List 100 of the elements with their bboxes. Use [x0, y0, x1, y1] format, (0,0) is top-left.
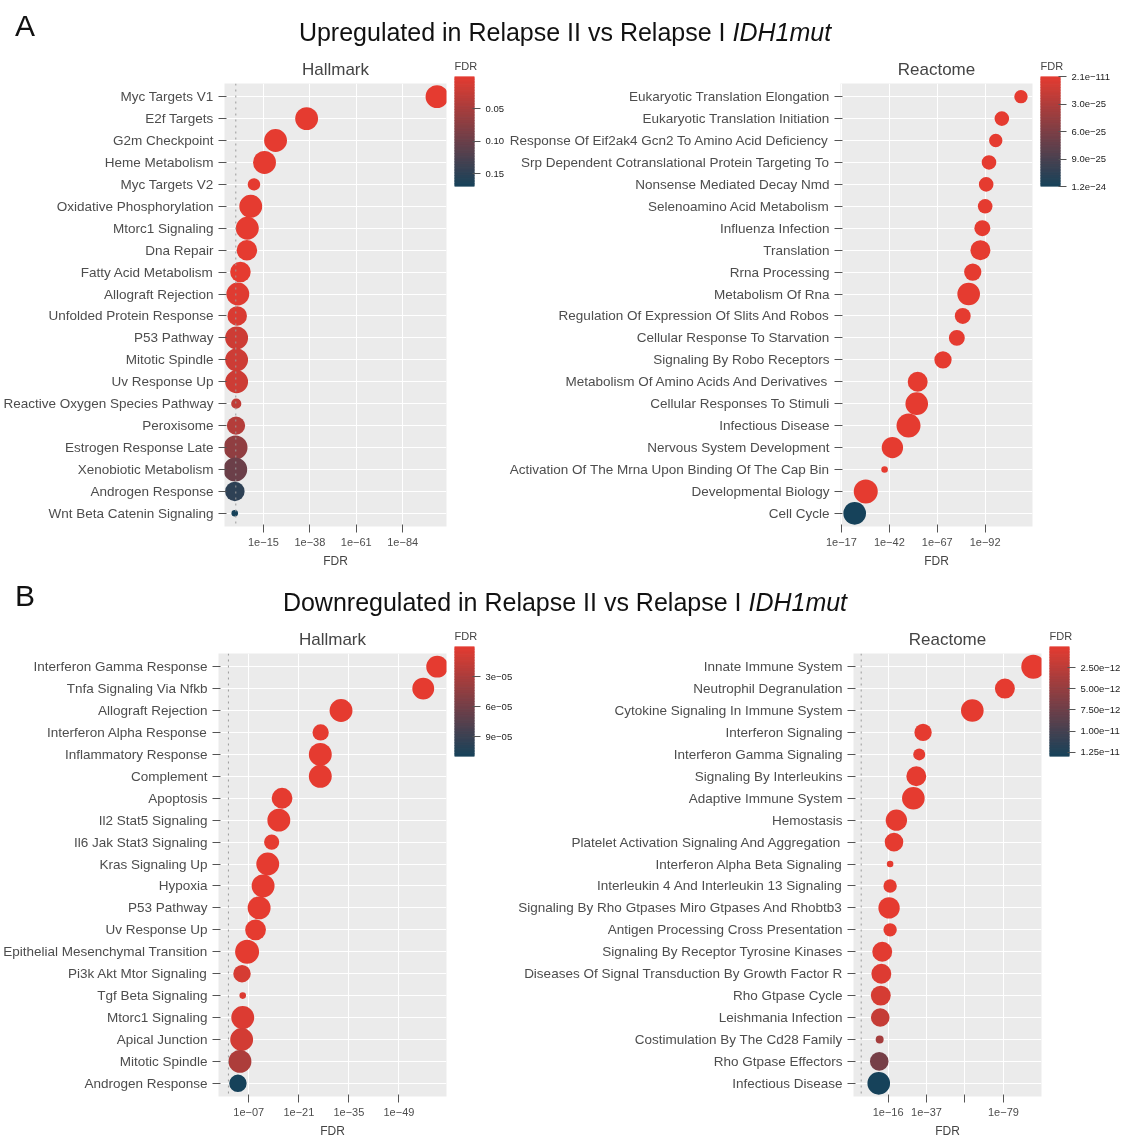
y-tick-label: Pi3k Akt Mtor Signaling: [67, 966, 207, 982]
y-tick-label: Platelet Activation Signaling And Aggregation: [571, 834, 841, 850]
y-tick-label: Allograft Rejection: [97, 703, 208, 719]
y-tick-label: Xenobiotic Metabolism: [77, 461, 214, 477]
color-bar-label: 1.2e−24: [1071, 180, 1107, 192]
color-bar-label: 3.0e−25: [1071, 98, 1107, 109]
y-tick-label: Oxidative Phosphorylation: [56, 198, 214, 214]
y-tick-label: Myc Targets V2: [120, 176, 214, 192]
y-tick-label: Rho Gtpase Cycle: [732, 988, 843, 1004]
color-bar-title: FDR: [1049, 629, 1073, 642]
y-tick-label: Cytokine Signaling In Immune System: [614, 703, 843, 719]
x-tick-label: 1e−37: [911, 1105, 943, 1118]
y-tick-label: P53 Pathway: [133, 330, 214, 346]
color-bar-label: 0.10: [485, 135, 504, 147]
chart-title: Reactome: [897, 59, 976, 79]
y-tick-label: Myc Targets V1: [120, 89, 214, 105]
y-tick-label: Wnt Beta Catenin Signaling: [48, 505, 214, 521]
y-tick-label: Selenoamino Acid Metabolism: [647, 198, 829, 214]
y-tick-label: Mtorc1 Signaling: [112, 220, 214, 236]
x-tick-label: 1e−21: [283, 1105, 315, 1118]
y-tick-label: Srp Dependent Cotranslational Protein Targeting To: [521, 154, 830, 170]
y-tick-label: Mitotic Spindle: [119, 1053, 208, 1069]
y-tick-label: Uv Response Up: [111, 374, 214, 390]
y-tick-label: G2m Checkpoint: [112, 133, 214, 149]
text: B: [15, 578, 36, 614]
color-bar-label: 1.25e−11: [1080, 746, 1120, 758]
y-tick-label: Signaling By Rho Gtpases Miro Gtpases And Rhobtb3: [518, 900, 842, 916]
y-tick-label: Apical Junction: [116, 1031, 208, 1047]
color-bar-label: 1.00e−11: [1080, 725, 1120, 737]
y-tick-label: Mtorc1 Signaling: [106, 1010, 208, 1026]
y-tick-label: Cellular Response To Starvation: [636, 330, 830, 346]
y-tick-label: Metabolism Of Rna: [713, 286, 830, 302]
y-tick-label: Regulation Of Expression Of Slits And Robos: [558, 308, 830, 324]
y-tick-label: Influenza Infection: [719, 220, 830, 236]
x-axis-title: FDR: [924, 553, 950, 568]
y-tick-label: Allograft Rejection: [103, 286, 214, 302]
y-tick-label: Il2 Stat5 Signaling: [98, 812, 208, 828]
chart-title: Hallmark: [301, 59, 370, 79]
y-tick-label: Interferon Alpha Response: [46, 724, 207, 740]
y-tick-label: Response Of Eif2ak4 Gcn2 To Amino Acid Deficiency: [509, 133, 829, 149]
y-tick-label: Interferon Gamma Response: [33, 659, 208, 675]
y-tick-label: Signaling By Receptor Tyrosine Kinases: [602, 944, 843, 960]
y-tick-label: Androgen Response: [84, 1075, 208, 1091]
y-tick-label: Rrna Processing: [729, 264, 830, 280]
y-tick-label: Il6 Jak Stat3 Signaling: [73, 834, 208, 850]
y-tick-label: Eukaryotic Translation Elongation: [628, 89, 830, 105]
text: Upregulated in Relapse II vs Relapse I IDH1mut: [298, 18, 832, 46]
y-tick-label: Interleukin 4 And Interleukin 13 Signaling: [597, 878, 842, 894]
y-tick-label: Tnfa Signaling Via Nfkb: [66, 681, 208, 697]
y-tick-label: Eukaryotic Translation Initiation: [642, 111, 830, 127]
y-tick-label: Unfolded Protein Response: [48, 308, 214, 324]
x-tick-label: 1e−61: [340, 535, 372, 548]
y-tick-label: Interferon Alpha Beta Signaling: [655, 856, 842, 872]
color-bar-label: 0.05: [485, 102, 504, 114]
x-tick-label: 1e−17: [825, 535, 857, 548]
y-tick-label: Nonsense Mediated Decay Nmd: [635, 176, 830, 192]
y-tick-label: Kras Signaling Up: [99, 856, 208, 872]
x-axis-title: FDR: [323, 553, 349, 568]
color-bar-label: 6.0e−25: [1071, 125, 1107, 137]
x-tick-label: 1e−92: [969, 535, 1001, 548]
color-bar-label: 2.50e−12: [1080, 661, 1121, 673]
chart-title: Reactome: [908, 629, 987, 649]
y-tick-label: Fatty Acid Metabolism: [80, 264, 213, 280]
color-bar-label: 9.0e−25: [1071, 153, 1107, 164]
x-tick-label: 1e−49: [383, 1105, 415, 1118]
y-tick-label: Interferon Signaling: [725, 724, 843, 740]
y-tick-label: Heme Metabolism: [104, 154, 214, 170]
color-bar-title: FDR: [454, 59, 478, 72]
y-tick-label: Peroxisome: [142, 418, 214, 434]
y-tick-label: Adaptive Immune System: [688, 790, 843, 806]
color-bar-title: FDR: [1040, 59, 1064, 72]
x-tick-label: 1e−16: [872, 1105, 904, 1118]
x-tick-label: 1e−35: [333, 1105, 365, 1118]
y-tick-label: Neutrophil Degranulation: [693, 681, 843, 697]
color-bar-label: 6e−05: [485, 700, 513, 712]
y-tick-label: Infectious Disease: [719, 418, 830, 434]
y-tick-label: Developmental Biology: [691, 483, 830, 499]
y-tick-label: Antigen Processing Cross Presentation: [607, 922, 843, 938]
color-bar-label: 0.15: [485, 167, 504, 179]
y-tick-label: Complement: [130, 768, 208, 784]
x-tick-label: 1e−84: [387, 535, 419, 548]
y-tick-label: Cell Cycle: [768, 505, 830, 521]
y-tick-label: Dna Repair: [145, 242, 214, 258]
y-tick-label: Infectious Disease: [732, 1075, 843, 1091]
text: Downregulated in Relapse II vs Relapse I IDH1mut: [282, 588, 848, 616]
y-tick-label: Uv Response Up: [105, 922, 208, 938]
y-tick-label: Signaling By Robo Receptors: [653, 352, 830, 368]
y-tick-label: Estrogen Response Late: [64, 440, 214, 456]
y-tick-label: Mitotic Spindle: [125, 352, 214, 368]
y-tick-label: Hemostasis: [771, 812, 843, 828]
y-tick-label: Epithelial Mesenchymal Transition: [3, 944, 208, 960]
y-tick-label: Activation Of The Mrna Upon Binding Of The Cap Bin: [509, 461, 830, 477]
y-tick-label: Hypoxia: [158, 878, 208, 894]
y-tick-label: Cellular Responses To Stimuli: [650, 396, 830, 412]
color-bar-label: 7.50e−12: [1080, 703, 1121, 715]
y-tick-label: Translation: [763, 242, 830, 258]
x-axis-title: FDR: [935, 1123, 961, 1137]
y-tick-label: Reactive Oxygen Species Pathway: [3, 396, 214, 412]
color-bar-label: 2.1e−111: [1071, 70, 1110, 82]
y-tick-label: Apoptosis: [148, 790, 208, 806]
